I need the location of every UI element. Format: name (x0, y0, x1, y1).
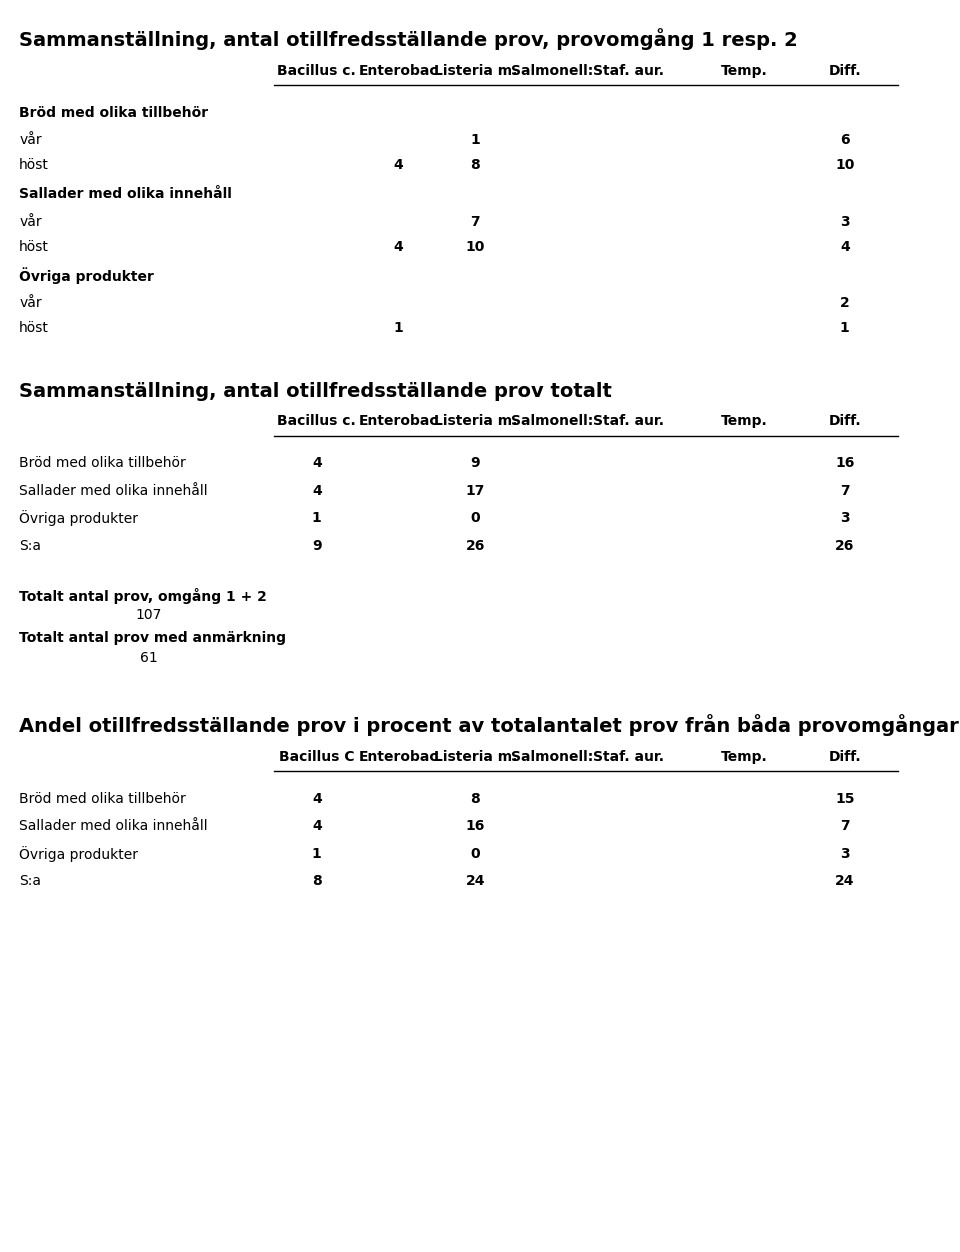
Text: 10: 10 (835, 158, 854, 173)
Text: 4: 4 (312, 456, 322, 471)
Text: 107: 107 (135, 608, 162, 622)
Text: 15: 15 (835, 791, 854, 806)
Text: Bröd med olika tillbehör: Bröd med olika tillbehör (19, 105, 208, 120)
Text: 3: 3 (840, 846, 850, 861)
Text: vår: vår (19, 295, 42, 310)
Text: 7: 7 (840, 819, 850, 834)
Text: Bröd med olika tillbehör: Bröd med olika tillbehör (19, 791, 186, 806)
Text: 26: 26 (466, 538, 485, 553)
Text: Diff.: Diff. (828, 750, 861, 764)
Text: Sallader med olika innehåll: Sallader med olika innehåll (19, 187, 232, 202)
Text: höst: höst (19, 158, 49, 173)
Text: 24: 24 (466, 874, 485, 889)
Text: Totalt antal prov, omgång 1 + 2: Totalt antal prov, omgång 1 + 2 (19, 588, 267, 605)
Text: S:a: S:a (19, 874, 41, 889)
Text: 6: 6 (840, 133, 850, 148)
Text: Salmonell:: Salmonell: (511, 414, 593, 428)
Text: Bacillus C: Bacillus C (279, 750, 354, 764)
Text: Sammanställning, antal otillfredsställande prov totalt: Sammanställning, antal otillfredsställan… (19, 382, 612, 401)
Text: Övriga produkter: Övriga produkter (19, 511, 138, 526)
Text: 8: 8 (312, 874, 322, 889)
Text: Totalt antal prov med anmärkning: Totalt antal prov med anmärkning (19, 631, 286, 645)
Text: Staf. aur.: Staf. aur. (593, 414, 664, 428)
Text: S:a: S:a (19, 538, 41, 553)
Text: 17: 17 (466, 483, 485, 498)
Text: höst: höst (19, 239, 49, 254)
Text: 1: 1 (312, 846, 322, 861)
Text: Enterobac: Enterobac (359, 414, 438, 428)
Text: Temp.: Temp. (721, 414, 767, 428)
Text: Enterobac: Enterobac (359, 750, 438, 764)
Text: 8: 8 (470, 158, 480, 173)
Text: 1: 1 (840, 321, 850, 336)
Text: 0: 0 (470, 846, 480, 861)
Text: Bröd med olika tillbehör: Bröd med olika tillbehör (19, 456, 186, 471)
Text: Staf. aur.: Staf. aur. (593, 750, 664, 764)
Text: Salmonell:: Salmonell: (511, 64, 593, 78)
Text: Bacillus c.: Bacillus c. (277, 64, 356, 78)
Text: 26: 26 (835, 538, 854, 553)
Text: 9: 9 (312, 538, 322, 553)
Text: Diff.: Diff. (828, 414, 861, 428)
Text: 4: 4 (312, 819, 322, 834)
Text: höst: höst (19, 321, 49, 336)
Text: 61: 61 (140, 651, 157, 665)
Text: vår: vår (19, 133, 42, 148)
Text: Salmonell:: Salmonell: (511, 750, 593, 764)
Text: 4: 4 (312, 483, 322, 498)
Text: 7: 7 (840, 483, 850, 498)
Text: 0: 0 (470, 511, 480, 526)
Text: Övriga produkter: Övriga produkter (19, 846, 138, 861)
Text: 1: 1 (394, 321, 403, 336)
Text: 7: 7 (470, 214, 480, 229)
Text: 8: 8 (470, 791, 480, 806)
Text: Sallader med olika innehåll: Sallader med olika innehåll (19, 819, 207, 834)
Text: Temp.: Temp. (721, 750, 767, 764)
Text: Sammanställning, antal otillfredsställande prov, provomgång 1 resp. 2: Sammanställning, antal otillfredsställan… (19, 28, 798, 50)
Text: 1: 1 (470, 133, 480, 148)
Text: 3: 3 (840, 511, 850, 526)
Text: Enterobac: Enterobac (359, 64, 438, 78)
Text: 4: 4 (312, 791, 322, 806)
Text: 4: 4 (840, 239, 850, 254)
Text: Diff.: Diff. (828, 64, 861, 78)
Text: Temp.: Temp. (721, 64, 767, 78)
Text: 2: 2 (840, 295, 850, 310)
Text: Listeria m.: Listeria m. (434, 750, 516, 764)
Text: 16: 16 (466, 819, 485, 834)
Text: 16: 16 (835, 456, 854, 471)
Text: Listeria m.: Listeria m. (434, 64, 516, 78)
Text: 24: 24 (835, 874, 854, 889)
Text: 4: 4 (394, 239, 403, 254)
Text: Staf. aur.: Staf. aur. (593, 64, 664, 78)
Text: Sallader med olika innehåll: Sallader med olika innehåll (19, 483, 207, 498)
Text: 4: 4 (394, 158, 403, 173)
Text: 9: 9 (470, 456, 480, 471)
Text: 1: 1 (312, 511, 322, 526)
Text: Listeria m.: Listeria m. (434, 414, 516, 428)
Text: vår: vår (19, 214, 42, 229)
Text: 10: 10 (466, 239, 485, 254)
Text: Bacillus c.: Bacillus c. (277, 414, 356, 428)
Text: Övriga produkter: Övriga produkter (19, 267, 154, 284)
Text: Andel otillfredsställande prov i procent av totalantalet prov från båda provomgå: Andel otillfredsställande prov i procent… (19, 714, 960, 736)
Text: 3: 3 (840, 214, 850, 229)
